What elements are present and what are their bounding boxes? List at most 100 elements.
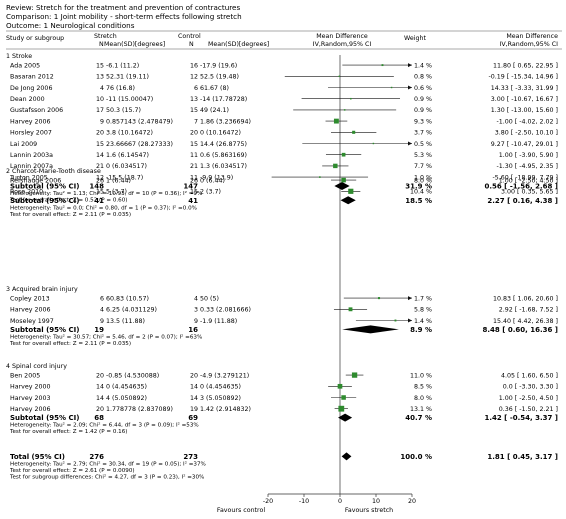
heterogeneity-text: Heterogeneity: Tau² = 1.13; Chi² = 10.93…: [10, 190, 202, 197]
study-weight: 0.9 %: [414, 107, 432, 114]
study-ci: 3.00 [ -10.67, 16.67 ]: [491, 96, 558, 103]
study-name: Ben 2005: [10, 372, 40, 379]
subtotal-weight: 8.9 %: [410, 326, 432, 334]
study-meansd-control: 0.6 (5.863169): [200, 152, 247, 159]
total-ci: 1.81 [ 0.45, 3.17 ]: [487, 453, 558, 461]
study-meansd-control: 14.4 (26.8775): [200, 141, 247, 148]
subtotal-ci: 2.27 [ 0.16, 4.38 ]: [487, 197, 558, 205]
study-weight: 8.5 %: [414, 384, 432, 391]
study-ci: -0.19 [ -15.34, 14.96 ]: [488, 74, 558, 81]
subtotal-n-control: 69: [188, 414, 198, 422]
favours-control: Favours control: [217, 507, 265, 514]
study-ci: 1.30 [ -13.00, 15.60 ]: [491, 107, 558, 114]
study-ci: 3.00 [ 0.35, 5.65 ]: [501, 189, 558, 196]
study-meansd-stretch: -15.5 (18.7): [106, 174, 143, 181]
study-meansd-control: 2 (3.7): [200, 189, 221, 196]
study-n-stretch: 4: [100, 85, 104, 92]
study-weight: 1.4 %: [414, 62, 432, 69]
study-weight: 5.3 %: [414, 152, 432, 159]
study-ci: 10.83 [ 1.06, 20.60 ]: [493, 295, 558, 302]
study-meansd-control: 49 (24.1): [200, 107, 229, 114]
study-name: Gustafsson 2006: [10, 107, 63, 114]
point-estimate: [348, 188, 354, 194]
study-meansd-stretch: 50.3 (15.7): [106, 107, 141, 114]
col-weight: Weight: [404, 35, 426, 42]
ci-arrow-right: [408, 85, 412, 90]
study-weight: 8.0 %: [414, 177, 432, 184]
heterogeneity-text: Heterogeneity: Tau² = 30.57; Chi² = 5.46…: [10, 334, 202, 341]
study-n-stretch: 15: [96, 189, 104, 196]
study-weight: 0.9 %: [414, 96, 432, 103]
subgroup-title: 1 Stroke: [6, 53, 32, 60]
study-meansd-stretch: 0.857143 (2.478479): [106, 118, 173, 125]
axis-ticks: -20 -10 0 10 20: [263, 494, 416, 505]
study-ci: 0.36 [ -1.50, 2.21 ]: [499, 406, 558, 413]
col-stretch: Stretch: [94, 33, 117, 40]
study-weight: 8.0 %: [414, 395, 432, 402]
review-title: Review: Stretch for the treatment and pr…: [6, 3, 240, 12]
axis-tick-label: -20: [263, 498, 273, 505]
study-name: Dean 2000: [10, 96, 45, 103]
study-meansd-control: -17.9 (19.6): [200, 62, 237, 69]
study-meansd-stretch: 52.31 (19.11): [106, 74, 149, 81]
subtotal-n-stretch: 148: [89, 183, 104, 191]
study-meansd-control: 0 (4.454635): [200, 384, 241, 391]
study-n-control: 15: [190, 107, 198, 114]
study-name: Harvey 2000: [10, 384, 51, 391]
overall-effect-text: Test for overall effect: Z = 2.11 (P = 0…: [9, 212, 131, 218]
study-n-control: 7: [194, 118, 198, 125]
total-label: Total (95% CI): [10, 453, 65, 461]
point-estimate: [343, 109, 346, 111]
study-meansd-control: -4.9 (3.279121): [200, 372, 249, 379]
study-meansd-control: 50 (5): [200, 295, 219, 302]
total-weight: 100.0 %: [400, 453, 432, 461]
study-meansd-stretch: 3.8 (10.16472): [106, 130, 153, 137]
col-stretch-n: N: [99, 41, 104, 48]
heterogeneity-text: Heterogeneity: Tau² = 0.0; Chi² = 0.80, …: [10, 204, 197, 211]
total-diamond: [341, 452, 352, 461]
study-n-stretch: 13: [96, 74, 104, 81]
point-estimate: [390, 86, 393, 89]
col-control-meansd: Mean(SD)[degrees]: [208, 41, 269, 48]
point-estimate: [348, 307, 353, 312]
favours-stretch: Favours stretch: [345, 507, 393, 514]
study-weight: 5.8 %: [414, 307, 432, 314]
study-meansd-control: 61.67 (8): [200, 85, 229, 92]
subtotal-diamond: [334, 182, 350, 190]
study-ci: 11.80 [ 0.65, 22.95 ]: [493, 62, 558, 69]
heterogeneity-text: Heterogeneity: Tau² = 2.09; Chi² = 6.44,…: [10, 422, 199, 429]
study-n-control: 12: [190, 74, 198, 81]
study-n-control: 6: [194, 85, 198, 92]
point-estimate: [350, 97, 352, 100]
study-ci: 4.05 [ 1.60, 6.50 ]: [501, 372, 558, 379]
point-estimate: [377, 297, 381, 300]
study-n-stretch: 15: [96, 62, 104, 69]
axis-tick-label: -10: [299, 498, 309, 505]
study-name: Basaran 2012: [10, 74, 54, 81]
study-meansd-stretch: 4 (5.050892): [106, 395, 147, 402]
study-n-stretch: 9: [100, 318, 104, 325]
study-ci: -1.30 [ -4.95, 2.35 ]: [496, 163, 558, 170]
subtotal-n-stretch: 68: [94, 414, 104, 422]
study-n-control: 20: [190, 372, 198, 379]
subtotal-label: Subtotal (95% CI): [10, 326, 79, 334]
study-meansd-stretch: 6.25 (4.031129): [106, 307, 157, 314]
study-weight: 3.7 %: [414, 130, 432, 137]
point-estimate: [352, 130, 356, 134]
study-weight: 10.4 %: [410, 189, 432, 196]
study-weight: 7.7 %: [414, 163, 432, 170]
study-meansd-stretch: -0.85 (4.530088): [106, 372, 159, 379]
study-name: Harvey 2006: [10, 307, 51, 314]
study-weight: 1.0 %: [414, 174, 432, 181]
study-meansd-stretch: -11 (15.00047): [106, 96, 153, 103]
study-name: Lannin 2007a: [10, 163, 53, 170]
study-name: Ada 2005: [10, 62, 40, 69]
point-estimate: [394, 319, 397, 322]
study-n-control: 14: [190, 395, 198, 402]
study-meansd-stretch: 13.5 (11.88): [106, 318, 145, 325]
study-meansd-control: 0 (6.44): [200, 177, 225, 184]
subgroup-title: 3 Acquired brain injury: [6, 286, 78, 293]
study-weight: 11.0 %: [410, 372, 432, 379]
subtotal-n-control: 16: [188, 326, 198, 334]
